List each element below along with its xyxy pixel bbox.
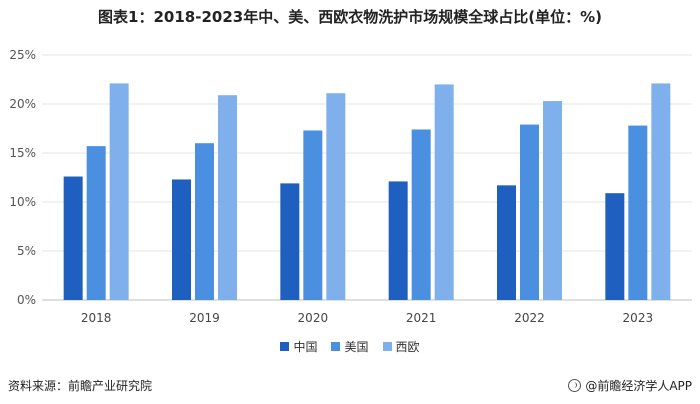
legend-item-china: 中国 — [280, 338, 317, 355]
x-tick-label: 2020 — [298, 311, 329, 325]
brand-credit: @前瞻经济学人APP — [568, 377, 692, 394]
bar-western-europe-2021 — [434, 84, 454, 301]
bar-usa-2020 — [303, 130, 323, 300]
bar-china-2023 — [605, 193, 625, 300]
y-tick-label: 0% — [17, 293, 36, 307]
y-tick-label: 5% — [17, 244, 36, 258]
bar-western-europe-2019 — [218, 95, 237, 301]
legend-swatch-western-europe — [382, 342, 392, 351]
source-note: 资料来源：前瞻产业研究院 — [8, 379, 153, 393]
legend-item-usa: 美国 — [331, 338, 369, 355]
bar-usa-2021 — [411, 129, 431, 300]
brand-label: @前瞻经济学人APP — [585, 379, 692, 393]
gridlines — [42, 54, 692, 301]
bar-china-2019 — [172, 179, 191, 300]
chart-title: 图表1：2018-2023年中、美、西欧衣物洗护市场规模全球占比(单位：%) — [98, 8, 602, 26]
x-tick-label: 2023 — [623, 311, 654, 325]
y-tick-label: 25% — [9, 48, 36, 62]
bar-usa-2018 — [86, 146, 106, 300]
legend-label-usa: 美国 — [344, 340, 369, 354]
bar-china-2021 — [388, 181, 408, 300]
x-tick-label: 2021 — [406, 311, 437, 325]
x-tick-label: 2018 — [81, 311, 112, 325]
bar-western-europe-2018 — [109, 83, 129, 300]
bar-china-2020 — [280, 183, 300, 300]
brand-logo-icon — [568, 379, 582, 392]
legend-label-china: 中国 — [293, 340, 318, 354]
y-axis-ticks: 0% 5% 10% 15% 20% 25% — [9, 48, 36, 307]
bar-usa-2023 — [628, 125, 648, 300]
bar-china-2018 — [63, 176, 83, 300]
y-tick-label: 10% — [9, 195, 36, 209]
x-tick-label: 2019 — [189, 311, 220, 325]
x-axis-ticks: 2018 2019 2020 2021 2022 2023 — [81, 311, 653, 325]
bars — [63, 83, 671, 301]
bar-china-2022 — [497, 185, 516, 300]
bar-usa-2019 — [195, 143, 214, 300]
legend-swatch-usa — [331, 342, 341, 351]
legend-swatch-china — [280, 342, 290, 351]
bar-western-europe-2023 — [651, 83, 671, 300]
legend: 中国 美国 西欧 — [0, 338, 700, 355]
bar-western-europe-2022 — [543, 101, 562, 300]
x-tick-label: 2022 — [514, 311, 545, 325]
legend-label-western-europe: 西欧 — [395, 340, 420, 354]
legend-item-western-europe: 西欧 — [382, 338, 420, 355]
bar-usa-2022 — [520, 124, 539, 300]
bar-western-europe-2020 — [326, 93, 346, 300]
y-tick-label: 15% — [9, 146, 36, 160]
y-tick-label: 20% — [9, 97, 36, 111]
